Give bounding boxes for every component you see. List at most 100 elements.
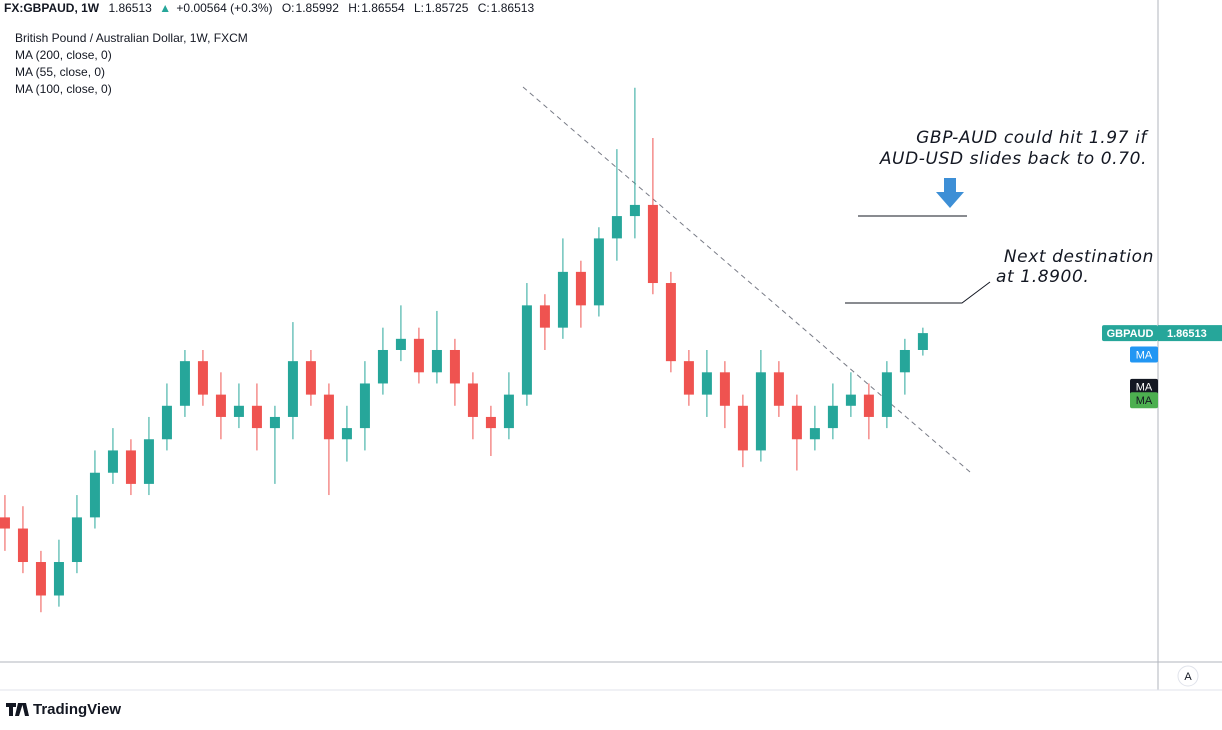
candle-body bbox=[233, 405, 244, 417]
symbol-tag: GBPAUD bbox=[1107, 328, 1154, 340]
candle-body bbox=[143, 439, 154, 484]
candle bbox=[899, 338, 910, 395]
candle-body bbox=[431, 349, 442, 373]
candle bbox=[449, 338, 460, 406]
candles bbox=[0, 87, 928, 613]
candle bbox=[467, 372, 478, 440]
ma-tag: MA bbox=[1136, 395, 1153, 407]
candle-body bbox=[251, 405, 262, 429]
candle-body bbox=[377, 349, 388, 384]
candle bbox=[395, 305, 406, 362]
candle-body bbox=[35, 562, 46, 596]
candle bbox=[305, 349, 316, 406]
ma-tag: MA bbox=[1136, 382, 1153, 394]
open: 1.85992 bbox=[296, 1, 340, 15]
candle bbox=[809, 405, 820, 451]
candle bbox=[629, 87, 640, 239]
candle bbox=[611, 149, 622, 261]
candle-body bbox=[881, 372, 892, 417]
high: 1.86554 bbox=[361, 1, 405, 15]
candle bbox=[89, 450, 100, 529]
candle bbox=[323, 383, 334, 496]
candle-body bbox=[341, 428, 352, 440]
candle bbox=[791, 394, 802, 471]
candle-body bbox=[413, 338, 424, 373]
header-bg bbox=[0, 0, 1158, 18]
candle bbox=[863, 383, 874, 440]
candle bbox=[179, 349, 190, 417]
candle bbox=[377, 327, 388, 395]
candle-body bbox=[467, 383, 478, 417]
ma-tag-bg bbox=[1130, 392, 1158, 409]
candle-body bbox=[773, 372, 784, 406]
candle-body bbox=[197, 361, 208, 395]
candle bbox=[107, 428, 118, 484]
candle bbox=[215, 372, 226, 440]
candle-body bbox=[629, 204, 640, 217]
candle bbox=[431, 310, 442, 384]
symbol: FX:GBPAUD, 1W bbox=[4, 1, 100, 15]
candle bbox=[683, 349, 694, 406]
candle-body bbox=[485, 416, 496, 429]
legend-entry: MA (55, close, 0) bbox=[15, 65, 105, 79]
candle-body bbox=[395, 338, 406, 350]
candle-body bbox=[863, 394, 874, 417]
candle bbox=[71, 495, 82, 574]
candle-body bbox=[791, 405, 802, 440]
candle-body bbox=[107, 450, 118, 473]
candle-body bbox=[755, 372, 766, 451]
candle bbox=[719, 361, 730, 429]
arrow: ▲ bbox=[159, 1, 171, 15]
legend-entry: MA (200, close, 0) bbox=[15, 48, 112, 62]
candle bbox=[701, 349, 712, 417]
candle bbox=[269, 405, 280, 484]
close: 1.86513 bbox=[491, 1, 535, 15]
candle bbox=[575, 260, 586, 328]
candle-body bbox=[179, 361, 190, 406]
candle bbox=[53, 539, 64, 607]
last-price: 1.86513 bbox=[1167, 328, 1207, 340]
candle-body bbox=[359, 383, 370, 429]
candle-body bbox=[917, 333, 928, 350]
price: 1.86513 bbox=[108, 1, 152, 15]
candle-body bbox=[0, 517, 10, 529]
candle bbox=[593, 227, 604, 317]
candle bbox=[503, 372, 514, 440]
candle-body bbox=[899, 349, 910, 373]
candle-body bbox=[575, 271, 586, 306]
down-arrow bbox=[936, 178, 964, 208]
candle bbox=[35, 550, 46, 613]
candle-body bbox=[503, 394, 514, 429]
annotation: at 1.8900. bbox=[996, 267, 1089, 287]
candle-body bbox=[701, 372, 712, 395]
candle bbox=[917, 327, 928, 356]
header: FX:GBPAUD, 1W 1.86513 ▲ +0.00564 (+0.3%)… bbox=[4, 1, 534, 15]
candle-body bbox=[809, 428, 820, 440]
candle-body bbox=[17, 528, 28, 563]
candle bbox=[845, 372, 856, 417]
candle-body bbox=[845, 394, 856, 406]
candle-body bbox=[161, 405, 172, 440]
auto-scale-button[interactable] bbox=[1177, 665, 1199, 687]
brand: TradingView bbox=[33, 701, 121, 718]
candle-body bbox=[305, 361, 316, 395]
candle-body bbox=[53, 562, 64, 596]
candle bbox=[665, 271, 676, 373]
candle bbox=[485, 405, 496, 457]
legend-entry: MA (100, close, 0) bbox=[15, 82, 112, 96]
candle bbox=[737, 394, 748, 468]
candle bbox=[827, 383, 838, 440]
candle-body bbox=[323, 394, 334, 440]
candle-body bbox=[611, 216, 622, 239]
candle bbox=[233, 383, 244, 429]
candle-body bbox=[89, 472, 100, 518]
candle bbox=[557, 238, 568, 339]
change: +0.00564 (+0.3%) bbox=[176, 1, 272, 15]
candle bbox=[125, 439, 136, 496]
candle bbox=[521, 283, 532, 406]
candle bbox=[251, 383, 262, 451]
candle-body bbox=[683, 361, 694, 395]
auto-scale-label: A bbox=[1184, 671, 1192, 683]
low-label: L: bbox=[414, 1, 424, 15]
